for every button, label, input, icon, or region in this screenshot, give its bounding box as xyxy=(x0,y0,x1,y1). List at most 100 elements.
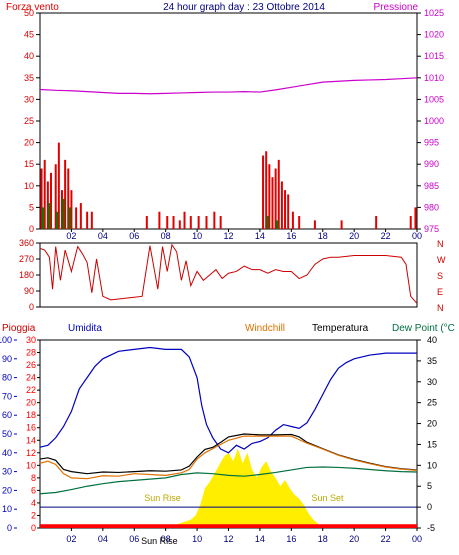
time-axis-bottom: 02 04 06 08 10 12 14 16 18 20 22 00 xyxy=(66,528,422,544)
direction-line-group xyxy=(39,243,418,304)
wind-tick-label: 50 xyxy=(24,8,34,18)
time-tick-label: 00 xyxy=(412,231,422,241)
pressure-tick-label: 1005 xyxy=(424,94,444,104)
rain-tick-label: 0 xyxy=(31,523,36,533)
wind-bars xyxy=(40,142,417,229)
humidity-tick-label: 80 xyxy=(2,373,12,383)
pressure-tick-label: 1000 xyxy=(424,116,444,126)
rain-tick-label: 16 xyxy=(26,423,36,433)
time-tick-label: 10 xyxy=(192,534,202,544)
humidity-tick-label: 50 xyxy=(2,429,12,439)
time-tick-label: 16 xyxy=(286,534,296,544)
rain-tick-label: 6 xyxy=(31,485,36,495)
direction-plot-frame xyxy=(39,242,418,308)
temperature-axis: -5 0 5 10 15 20 25 30 35 40 xyxy=(417,335,437,533)
solar-area xyxy=(159,448,328,528)
pressure-tick-label: 980 xyxy=(424,202,439,212)
temperature-tick-label: 35 xyxy=(427,356,437,366)
compass-label: N xyxy=(437,239,444,249)
humidity-tick-label: 30 xyxy=(2,467,12,477)
time-tick-label: 04 xyxy=(98,231,108,241)
rain-tick-label: 28 xyxy=(26,348,36,358)
humidity-tick-label: 20 xyxy=(2,485,12,495)
compass-label: N xyxy=(437,303,444,313)
time-tick-label: 20 xyxy=(349,534,359,544)
dewpoint-line xyxy=(39,466,418,495)
time-tick-label: 20 xyxy=(349,231,359,241)
sun-annotation: Sun Rise xyxy=(141,536,178,546)
time-tick-label: 14 xyxy=(255,534,265,544)
pressure-axis-title: Pressione xyxy=(374,2,419,13)
temperature-tick-label: 15 xyxy=(427,439,437,449)
rain-tick-label: 20 xyxy=(26,398,36,408)
rain-tick-label: 2 xyxy=(31,510,36,520)
rain-tick-label: 24 xyxy=(26,373,36,383)
time-tick-label: 22 xyxy=(381,534,391,544)
temperature-legend: Temperatura xyxy=(312,323,369,334)
pressure-tick-label: 985 xyxy=(424,181,439,191)
solar-area-group xyxy=(159,448,328,528)
rain-tick-label: 30 xyxy=(26,335,36,345)
sun-annotations: Sun Rise Sun Set Sun Rise xyxy=(141,493,344,546)
time-tick-label: 00 xyxy=(412,534,422,544)
pressure-tick-label: 990 xyxy=(424,159,439,169)
time-tick-label: 12 xyxy=(223,231,233,241)
wind-tick-label: 40 xyxy=(24,51,34,61)
compass-label: E xyxy=(437,287,443,297)
humidity-tick-label: 70 xyxy=(2,391,12,401)
direction-tick-label: 270 xyxy=(19,254,34,264)
pressure-axis: 975 980 985 990 995 1000 1005 1010 1015 1020 1025 xyxy=(417,8,444,234)
time-tick-label: 06 xyxy=(129,231,139,241)
temperature-tick-label: 20 xyxy=(427,419,437,429)
temperature-tick-label: 40 xyxy=(427,335,437,345)
rain-tick-label: 18 xyxy=(26,410,36,420)
wind-tick-label: 30 xyxy=(24,94,34,104)
pressure-tick-label: 1015 xyxy=(424,51,444,61)
humidity-axis-title: Umidita xyxy=(68,323,102,334)
pressure-line xyxy=(39,77,418,95)
direction-axis: 0 90 180 270 360 xyxy=(19,238,40,312)
pressure-tick-label: 1010 xyxy=(424,73,444,83)
time-tick-label: 14 xyxy=(255,231,265,241)
time-tick-label: 22 xyxy=(381,231,391,241)
pressure-line-group xyxy=(39,77,418,95)
temperature-tick-label: 5 xyxy=(427,481,432,491)
wind-plot-frame xyxy=(39,12,418,230)
direction-tick-label: 180 xyxy=(19,270,34,280)
rain-bar xyxy=(40,524,417,528)
temperature-tick-label: 0 xyxy=(427,502,432,512)
wind-tick-label: 0 xyxy=(29,224,34,234)
compass-label: W xyxy=(437,255,446,265)
windchill-line xyxy=(39,435,418,480)
rain-tick-label: 8 xyxy=(31,473,36,483)
time-tick-label: 18 xyxy=(318,231,328,241)
wind-tick-label: 20 xyxy=(24,138,34,148)
time-tick-label: 08 xyxy=(161,534,171,544)
sun-annotation: Sun Rise xyxy=(144,493,181,503)
direction-tick-label: 0 xyxy=(29,302,34,312)
wind-axis: 0 5 10 15 20 25 30 35 40 45 50 xyxy=(24,8,40,234)
direction-tick-label: 360 xyxy=(19,238,34,248)
time-axis-top: 02 04 06 08 10 12 14 16 18 20 22 00 xyxy=(66,229,422,241)
wind-tick-label: 45 xyxy=(24,30,34,40)
wind-tick-label: 5 xyxy=(29,202,34,212)
time-tick-label: 06 xyxy=(129,534,139,544)
temperature-lines-group xyxy=(39,346,418,528)
temperature-tick-label: 30 xyxy=(427,377,437,387)
humidity-tick-label: 90 xyxy=(2,354,12,364)
pressure-tick-label: 1025 xyxy=(424,8,444,18)
compass-label: S xyxy=(437,271,443,281)
wind-tick-label: 25 xyxy=(24,116,34,126)
time-tick-label: 04 xyxy=(98,534,108,544)
pressure-tick-label: 995 xyxy=(424,138,439,148)
humidity-tick-label: 0 xyxy=(7,523,12,533)
direction-tick-label: 90 xyxy=(24,286,34,296)
humidity-line xyxy=(39,346,417,454)
pressure-tick-label: 975 xyxy=(424,224,439,234)
time-tick-label: 16 xyxy=(286,231,296,241)
rain-axis-title: Pioggia xyxy=(2,323,36,334)
time-tick-label: 08 xyxy=(161,231,171,241)
dewpoint-legend: Dew Point (°C xyxy=(392,323,455,334)
rain-tick-label: 10 xyxy=(26,460,36,470)
